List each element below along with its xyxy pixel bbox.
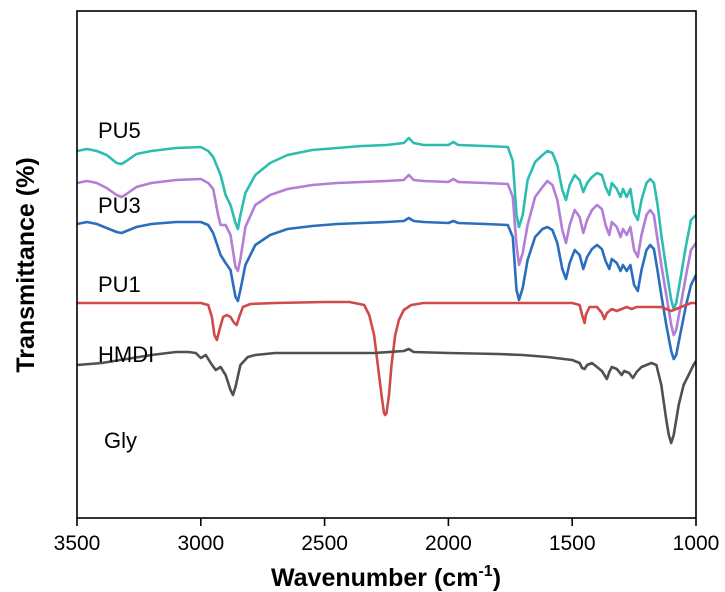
y-axis-title: Transmittance (%) [12, 157, 40, 372]
series-line-pu1 [76, 216, 698, 361]
x-tick-label-3500: 3500 [54, 532, 101, 555]
x-tick-label-1500: 1500 [549, 532, 596, 555]
x-tick-label-2000: 2000 [425, 532, 472, 555]
series-label-gly: Gly [104, 428, 137, 453]
series-line-hmdi [77, 300, 696, 417]
series-line-gly [76, 347, 698, 445]
x-axis-title: Wavenumber (cm-1) [271, 563, 501, 592]
x-tick-label-1000: 1000 [673, 532, 720, 555]
plot-frame [76, 10, 697, 519]
series-line-pu3 [76, 173, 698, 337]
series-label-pu5: PU5 [98, 118, 141, 143]
x-axis-ticks: 3500 3000 2500 2000 1500 1000 [54, 518, 720, 555]
series-label-pu1: PU1 [98, 272, 141, 297]
series-label-hmdi: HMDI [98, 342, 154, 367]
series-labels: PU5 PU3 PU1 HMDI Gly [98, 118, 154, 453]
series-label-pu3: PU3 [98, 193, 141, 218]
x-tick-label-3000: 3000 [177, 532, 224, 555]
spectrum-curves [76, 136, 698, 445]
x-tick-label-2500: 2500 [301, 532, 348, 555]
series-line-pu5 [76, 136, 697, 311]
